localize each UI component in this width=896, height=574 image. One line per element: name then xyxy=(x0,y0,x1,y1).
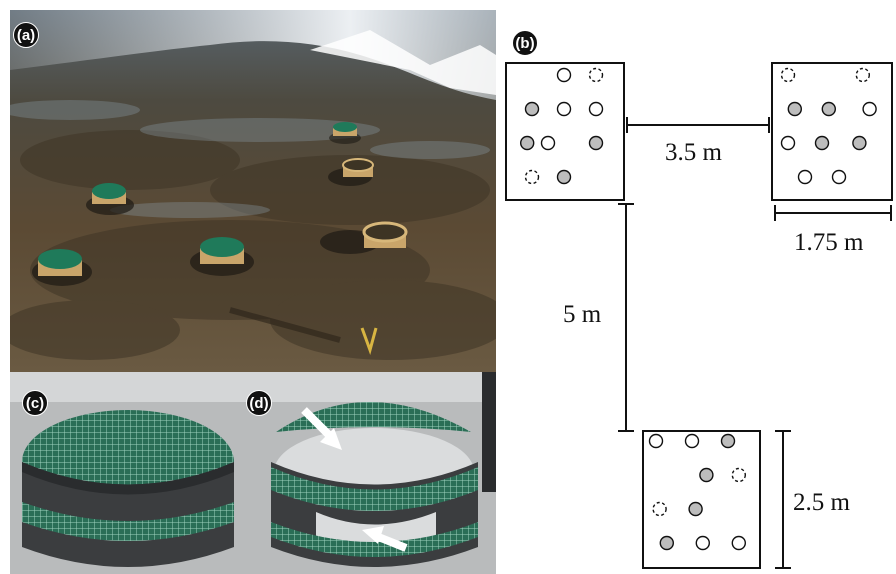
plot-top-left xyxy=(505,62,625,201)
cage-marker-filled xyxy=(556,169,572,185)
cage-marker-open xyxy=(556,101,572,117)
cage-marker-filled xyxy=(520,135,535,151)
cage-marker-dashed xyxy=(652,501,667,517)
cage-marker-open xyxy=(780,135,796,151)
cage-marker-open xyxy=(695,535,711,551)
cage-green-2 xyxy=(86,183,134,215)
panel-label-b: (b) xyxy=(512,30,538,56)
panel-label-c: (c) xyxy=(22,390,48,416)
cage-marker-open xyxy=(862,101,877,117)
cage-marker-filled xyxy=(814,135,830,151)
cage-marker-open xyxy=(648,433,664,449)
cage-marker-filled xyxy=(720,433,736,449)
cage-group xyxy=(32,122,408,286)
plot-height-dimension xyxy=(775,430,791,569)
cage-marker-open xyxy=(684,433,700,449)
mountain-reflection xyxy=(310,30,496,95)
panel-label-d: (d) xyxy=(246,390,272,416)
plot-layout-schematic: 3.5 m 5 m 1.75 m 2.5 m xyxy=(505,62,893,569)
spacing-horizontal-label: 3.5 m xyxy=(665,139,723,166)
cage-marker-dashed xyxy=(524,169,540,185)
plot-boundary xyxy=(642,430,761,569)
plot-height-label: 2.5 m xyxy=(793,489,851,516)
cage-marker-open xyxy=(556,67,572,83)
cage-marker-filled xyxy=(699,467,714,483)
panel-label-a: (a) xyxy=(13,22,39,48)
cage-marker-dashed xyxy=(855,67,870,83)
cage-green-1 xyxy=(32,249,92,286)
cage-marker-filled xyxy=(659,535,675,551)
cage-marker-open xyxy=(831,169,847,185)
cage-open-1 xyxy=(328,158,374,186)
cage-marker-filled xyxy=(852,135,867,151)
cage-marker-filled xyxy=(821,101,836,117)
cage-marker-dashed xyxy=(731,467,747,483)
cage-green-4 xyxy=(329,122,361,144)
open-cage-photo xyxy=(246,372,496,574)
spacing-horizontal xyxy=(626,117,770,133)
cage-marker-dashed xyxy=(780,67,796,83)
spacing-vertical xyxy=(618,203,634,432)
arrow-lower xyxy=(362,526,408,552)
tidal-flat-photo xyxy=(10,10,496,372)
plot-top-right xyxy=(771,62,893,201)
cage-marker-open xyxy=(797,169,813,185)
sky-reflection xyxy=(10,10,496,100)
plot-width-dimension xyxy=(774,205,892,221)
spacing-vertical-label: 5 m xyxy=(563,301,602,328)
cage-open-2 xyxy=(320,221,408,254)
cage-marker-open xyxy=(588,101,604,117)
plot-width-label: 1.75 m xyxy=(794,229,864,256)
cage-marker-filled xyxy=(688,501,703,517)
cage-marker-filled xyxy=(588,135,604,151)
cage-green-3 xyxy=(190,237,254,276)
cage-marker-filled xyxy=(524,101,540,117)
cage-marker-open xyxy=(731,535,747,551)
plot-boundary xyxy=(771,62,893,201)
closed-cage-photo xyxy=(10,372,246,574)
cage-marker-open xyxy=(540,135,556,151)
photo-panel-c: (c) xyxy=(10,372,246,574)
plot-boundary xyxy=(505,62,625,201)
plot-bottom xyxy=(642,430,761,569)
photo-panel-a: (a) xyxy=(10,10,496,372)
cage-marker-filled xyxy=(787,101,802,117)
cage-marker-dashed xyxy=(588,67,604,83)
arrow-upper xyxy=(301,407,342,450)
photo-panel-d: (d) xyxy=(246,372,496,574)
